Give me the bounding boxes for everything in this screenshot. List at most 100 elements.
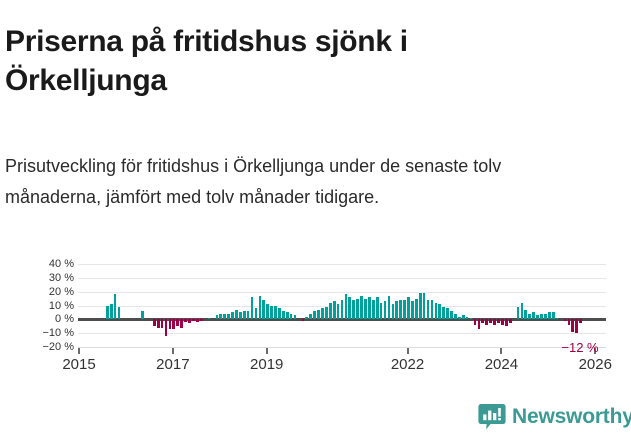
chart-bar bbox=[579, 319, 582, 324]
chart-bar bbox=[555, 317, 559, 320]
chart-bar bbox=[469, 317, 473, 320]
chart-bar bbox=[383, 301, 387, 320]
chart-bar bbox=[493, 319, 496, 325]
chart-bar bbox=[458, 316, 461, 320]
x-axis-tick-label: 2017 bbox=[156, 356, 190, 373]
y-axis-tick-label: −20 % bbox=[42, 341, 75, 353]
chart-bar bbox=[497, 319, 500, 324]
chart-bar bbox=[411, 301, 414, 320]
x-axis-tick-label: 2026 bbox=[578, 356, 612, 373]
chart-bar bbox=[106, 305, 109, 320]
chart-bar bbox=[285, 312, 289, 320]
chart-bar bbox=[227, 313, 230, 320]
x-axis-tick bbox=[78, 348, 80, 354]
x-axis-tick-label: 2015 bbox=[62, 356, 96, 373]
newsworthy-logo: Newsworthy bbox=[478, 401, 631, 435]
chart-bar bbox=[544, 313, 547, 320]
chart-bar bbox=[368, 297, 371, 320]
x-axis-tick-label: 2024 bbox=[484, 356, 519, 373]
chart-bar bbox=[481, 319, 485, 324]
chart-bar bbox=[109, 304, 113, 320]
chart-bar bbox=[113, 294, 117, 320]
chart-bar bbox=[164, 319, 168, 336]
chart-bar bbox=[399, 299, 402, 320]
chart-bar bbox=[278, 308, 281, 320]
chart-bar bbox=[289, 313, 293, 320]
chart-subtitle: Prisutveckling för fritidshus i Örkellju… bbox=[5, 156, 502, 207]
chart-bar bbox=[195, 319, 199, 323]
chart-bar bbox=[321, 308, 324, 320]
chart-bar bbox=[563, 319, 567, 321]
x-axis-tick bbox=[171, 348, 174, 354]
chart-bar bbox=[293, 315, 297, 320]
chart-bar bbox=[199, 319, 203, 321]
chart-bar bbox=[520, 302, 524, 320]
chart-bar bbox=[461, 315, 465, 320]
chart-bar bbox=[305, 316, 309, 320]
chart-bar bbox=[407, 297, 410, 320]
chart-bar bbox=[176, 319, 180, 327]
chart-bar bbox=[238, 312, 242, 320]
value-annotation: −12 % bbox=[561, 340, 599, 355]
chart-bar bbox=[438, 304, 442, 320]
chart-bar bbox=[235, 309, 238, 320]
chart-bar bbox=[450, 311, 453, 320]
chart-bar bbox=[540, 313, 543, 320]
chart-bar bbox=[348, 297, 352, 320]
chart-bar bbox=[180, 319, 183, 328]
chart-bar bbox=[117, 306, 121, 320]
chart-bar bbox=[536, 315, 539, 320]
chart-bar bbox=[489, 319, 492, 324]
chart-bar bbox=[250, 297, 254, 320]
plot-area bbox=[78, 264, 606, 348]
chart-bar bbox=[344, 294, 348, 320]
chart-bar bbox=[309, 313, 313, 320]
y-axis-tick-label: 0 % bbox=[55, 313, 74, 326]
chart-bar bbox=[262, 299, 266, 320]
chart-bar bbox=[430, 299, 434, 320]
y-axis-tick-label: 40 % bbox=[48, 258, 74, 270]
chart-bar bbox=[313, 311, 316, 320]
chart-bar bbox=[434, 302, 438, 320]
gridline bbox=[78, 333, 606, 335]
chart-bar bbox=[242, 311, 246, 320]
y-axis-tick-label: 20 % bbox=[48, 285, 74, 298]
chart-bar bbox=[215, 315, 219, 320]
chart-bar bbox=[508, 319, 512, 324]
logo-wordmark: Newsworthy bbox=[512, 405, 631, 428]
chart-bar bbox=[454, 313, 457, 320]
chart-bar bbox=[477, 319, 481, 329]
chart-bar bbox=[219, 313, 223, 320]
chart-bar bbox=[336, 304, 340, 320]
chart-bar bbox=[223, 313, 226, 320]
chart-bar bbox=[516, 306, 520, 320]
chart-bar bbox=[504, 319, 508, 327]
x-axis-tick bbox=[594, 348, 597, 354]
y-axis-tick-label: 10 % bbox=[48, 299, 74, 312]
chart-bar bbox=[446, 308, 449, 320]
bar-chart: 40 % 30 % 20 % 10 % 0 % −10 % −20 % 2015 2017 20… bbox=[0, 255, 631, 385]
chart-bar bbox=[246, 311, 250, 320]
x-axis-tick-label: 2022 bbox=[390, 356, 425, 373]
chart-bar bbox=[192, 319, 195, 321]
chart-bar bbox=[391, 304, 395, 320]
chart-bar bbox=[571, 319, 575, 332]
chart-bar bbox=[282, 311, 285, 320]
chart-bar bbox=[442, 306, 445, 320]
chart-bar bbox=[328, 302, 332, 320]
gridline bbox=[78, 277, 606, 279]
chart-bar bbox=[575, 319, 578, 334]
chart-bar bbox=[395, 301, 399, 320]
chart-bar bbox=[254, 308, 258, 320]
chart-bar bbox=[352, 299, 356, 320]
y-axis-labels: 40 % 30 % 20 % 10 % 0 % −10 % −20 % bbox=[0, 255, 75, 365]
chart-bar bbox=[418, 293, 422, 320]
chart-bar bbox=[301, 319, 305, 321]
chart-bar bbox=[325, 306, 328, 320]
chart-bar bbox=[567, 319, 571, 325]
chart-bar bbox=[266, 304, 269, 320]
chart-bar bbox=[465, 316, 469, 320]
page-title: Priserna på fritidshus sjönk i Örkelljun… bbox=[5, 25, 408, 98]
chart-bar bbox=[501, 319, 504, 325]
